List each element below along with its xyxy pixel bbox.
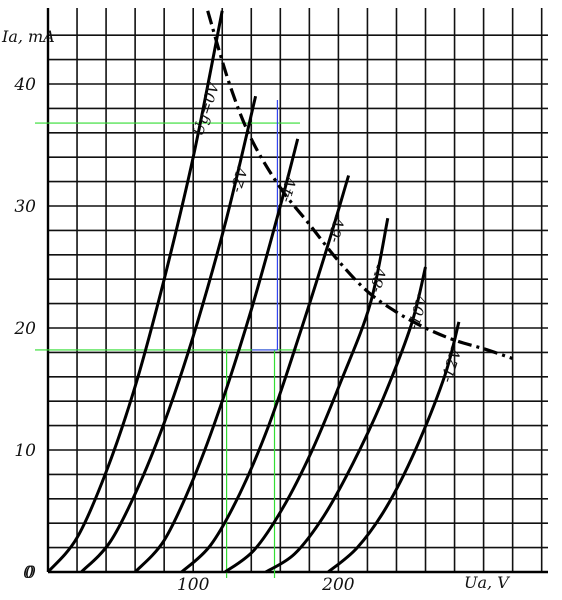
axes — [46, 8, 548, 574]
curve-line-5 — [265, 266, 427, 574]
x-tick-label: 100 — [177, 575, 210, 595]
y-tick-label: 20 — [13, 319, 36, 339]
y-tick-label: 40 — [13, 75, 36, 95]
grid — [47, 8, 548, 573]
x-tick-label: 200 — [321, 575, 355, 595]
curve-labels: Ug=0V-2V -4V-6V-8V-10V-12V — [189, 78, 466, 385]
curve-line-6 — [327, 321, 461, 574]
x-axis-title: Ua, V — [464, 573, 510, 592]
curve-label-3: -6V — [324, 213, 350, 245]
origin-label: 0 — [23, 563, 34, 583]
curve-line-3 — [180, 175, 351, 574]
y-tick-label: 30 — [14, 197, 36, 217]
y-axis-title: Ia, mA — [1, 27, 55, 46]
load-line — [206, 10, 514, 361]
curve-label-6: -12V — [437, 344, 466, 385]
curve-line-4 — [224, 217, 390, 574]
curve-line-2 — [133, 138, 300, 574]
curve-label-4: -8V — [366, 263, 392, 295]
curve-line-1 — [80, 95, 258, 574]
curve-label-5: -10V — [404, 291, 433, 332]
y-tick-label: 0 — [25, 563, 36, 583]
load-line-path — [206, 10, 514, 361]
curve-line-0 — [46, 10, 224, 573]
curve-label-1: -2V — [227, 163, 253, 195]
marker-lines — [35, 100, 300, 578]
curves — [46, 10, 461, 574]
y-tick-label: 10 — [14, 441, 36, 461]
